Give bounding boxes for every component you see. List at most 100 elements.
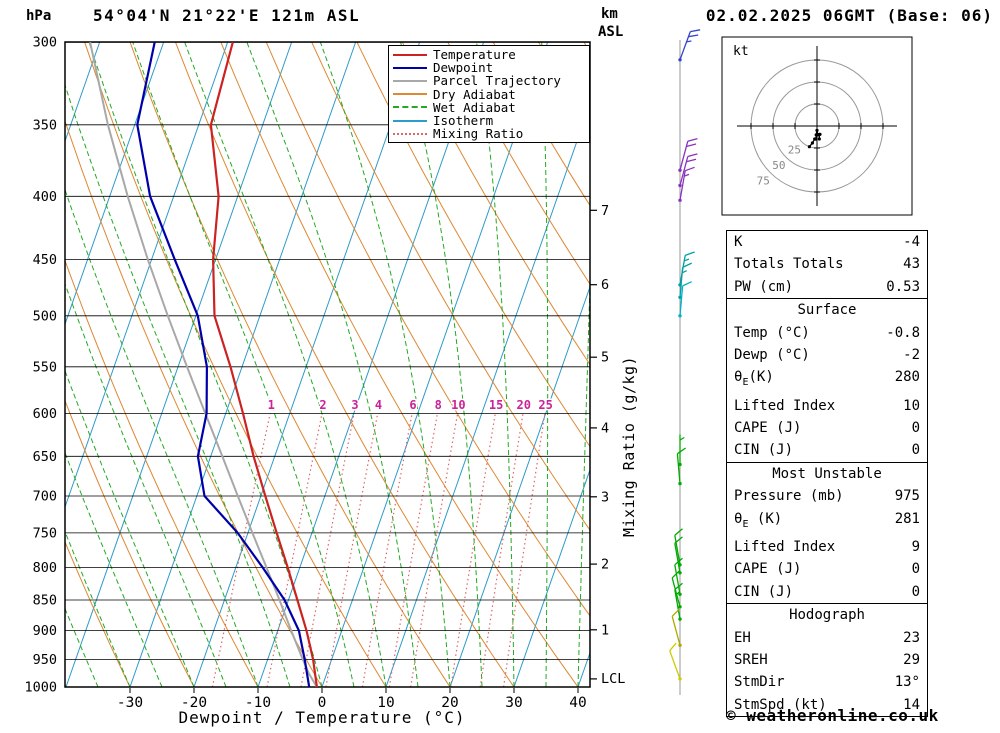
- svg-text:850: 850: [33, 593, 57, 609]
- stats-row-label: θE (K): [734, 510, 783, 530]
- legend-item: Dry Adiabat: [393, 88, 585, 101]
- stats-row: Totals Totals 43: [727, 253, 927, 275]
- temperature-axis-label: Dewpoint / Temperature (°C): [178, 708, 466, 727]
- hodograph-unit-label: kt: [733, 44, 749, 59]
- svg-text:20: 20: [441, 695, 458, 711]
- legend-line-sample: [393, 119, 427, 122]
- stats-row-label: EH: [734, 629, 751, 646]
- stats-row-label: StmDir: [734, 674, 785, 691]
- pressure-axis-unit-label: hPa: [26, 8, 52, 24]
- svg-text:-20: -20: [181, 695, 207, 711]
- svg-text:350: 350: [33, 117, 57, 133]
- altitude-axis-unit-asl-label: ASL: [598, 24, 624, 40]
- stats-row-value: 0: [911, 583, 920, 600]
- hodograph-ring-label: 25: [788, 144, 801, 157]
- sounding-stats-table: K -4 Totals Totals 43 PW (cm) 0.53 Surface Temp…: [726, 230, 928, 718]
- parcel-trajectory-curve: [89, 42, 318, 687]
- stats-row-label: Lifted Index: [734, 397, 836, 414]
- hodograph-ring-label: 75: [757, 175, 770, 188]
- run-date-label: 02.02.2025 06GMT (Base: 06): [705, 6, 993, 25]
- wind-barb: [676, 447, 686, 484]
- altitude-axis-unit-km-label: km: [601, 6, 618, 22]
- svg-text:950: 950: [33, 652, 57, 668]
- wind-barb: [674, 528, 683, 565]
- stats-row: θE (K) 281: [727, 508, 927, 536]
- stats-row: Dewp (°C) -2: [727, 344, 927, 366]
- stats-row: θE(K) 280: [727, 366, 927, 394]
- svg-text:10: 10: [377, 695, 394, 711]
- legend-item: Isotherm: [393, 114, 585, 127]
- copyright-label: © weatheronline.co.uk: [726, 706, 939, 725]
- hodograph-ring-label: 50: [772, 159, 785, 172]
- stats-row-label: K: [734, 234, 743, 250]
- svg-text:300: 300: [33, 35, 57, 51]
- wind-barb: [679, 29, 701, 61]
- pressure-tick-labels: 300 350 400 450 500 550 600 650 700 750 800 850 900 9…: [24, 35, 57, 696]
- svg-text:800: 800: [33, 560, 57, 576]
- stats-row: CAPE (J) 0: [727, 558, 927, 580]
- stats-row-value: 0: [911, 420, 920, 437]
- wind-barb: [679, 281, 692, 316]
- temp-tick-labels: -30 -20 -10 0 10 20 30 40: [117, 688, 587, 711]
- stats-section-title: Most Unstable: [772, 465, 882, 482]
- mixing-ratio-axis-label: Mixing Ratio (g/kg): [620, 355, 638, 537]
- legend-line-sample: [393, 66, 427, 69]
- svg-text:900: 900: [33, 623, 57, 639]
- stats-row-label: CAPE (J): [734, 420, 802, 437]
- svg-text:1: 1: [601, 622, 609, 638]
- stats-row: PW (cm) 0.53: [727, 276, 927, 298]
- dewpoint-curve: [136, 42, 311, 687]
- svg-text:2: 2: [601, 557, 609, 573]
- lcl-tick-label: LCL: [601, 671, 626, 687]
- wind-barb: [669, 642, 681, 680]
- stats-row: CIN (J) 0: [727, 581, 927, 603]
- stats-row-label: Lifted Index: [734, 538, 836, 555]
- svg-text:4: 4: [601, 420, 609, 436]
- wind-barb: [674, 536, 683, 573]
- wind-barb: [674, 582, 683, 620]
- wind-barb: [671, 570, 681, 607]
- svg-text:3: 3: [601, 489, 609, 505]
- svg-text:6: 6: [601, 277, 609, 293]
- stats-row-label: CAPE (J): [734, 561, 802, 578]
- svg-text:4: 4: [375, 398, 382, 412]
- stats-row: SREH 29: [727, 649, 927, 671]
- stats-row-label: CIN (J): [734, 442, 794, 459]
- svg-text:8: 8: [435, 398, 442, 412]
- stats-section-title: Surface: [797, 302, 857, 319]
- svg-text:500: 500: [33, 308, 57, 324]
- svg-text:25: 25: [538, 398, 552, 412]
- svg-text:3: 3: [351, 398, 358, 412]
- mixing-ratio-labels: 1 2 3 4 6 8 10 15 20 25: [266, 397, 554, 414]
- svg-text:15: 15: [489, 398, 503, 412]
- svg-text:-30: -30: [117, 695, 143, 711]
- stats-section: Surface Temp (°C) -0.8 Dewp (°C) -2 θE(K) 280 L…: [727, 298, 927, 462]
- page-title: 54°04'N 21°22'E 121m ASL: [93, 6, 361, 25]
- stats-section-title: Hodograph: [789, 607, 865, 624]
- svg-text:5: 5: [601, 350, 609, 366]
- stats-section: Most Unstable Pressure (mb) 975 θE (K) 281 Li…: [727, 461, 927, 603]
- stats-row-value: -0.8: [886, 324, 920, 341]
- stats-row-label: SREH: [734, 651, 768, 668]
- legend-item-label: Dry Adiabat: [433, 86, 516, 102]
- stats-row: Pressure (mb) 975: [727, 485, 927, 507]
- svg-text:7: 7: [601, 203, 609, 219]
- wind-barb: [671, 608, 681, 646]
- stats-row-label: PW (cm): [734, 278, 794, 295]
- stats-row: Temp (°C) -0.8: [727, 322, 927, 344]
- legend-item: Dewpoint: [393, 61, 585, 74]
- stats-row-value: 0.53: [886, 278, 920, 295]
- stats-row-value: -2: [903, 347, 920, 364]
- wind-barb: [679, 262, 692, 298]
- stats-row: CAPE (J) 0: [727, 417, 927, 439]
- stats-row-value: 975: [894, 488, 920, 505]
- legend-item-label: Parcel Trajectory: [433, 73, 561, 89]
- svg-text:10: 10: [451, 398, 465, 412]
- stats-row-label: Dewp (°C): [734, 347, 810, 364]
- stats-row: StmSpd (kt) 14: [727, 694, 927, 716]
- stats-section: K -4 Totals Totals 43 PW (cm) 0.53: [727, 231, 927, 298]
- legend-item-label: Dewpoint: [433, 60, 494, 76]
- svg-text:1: 1: [268, 398, 275, 412]
- legend-line-sample: [393, 53, 427, 56]
